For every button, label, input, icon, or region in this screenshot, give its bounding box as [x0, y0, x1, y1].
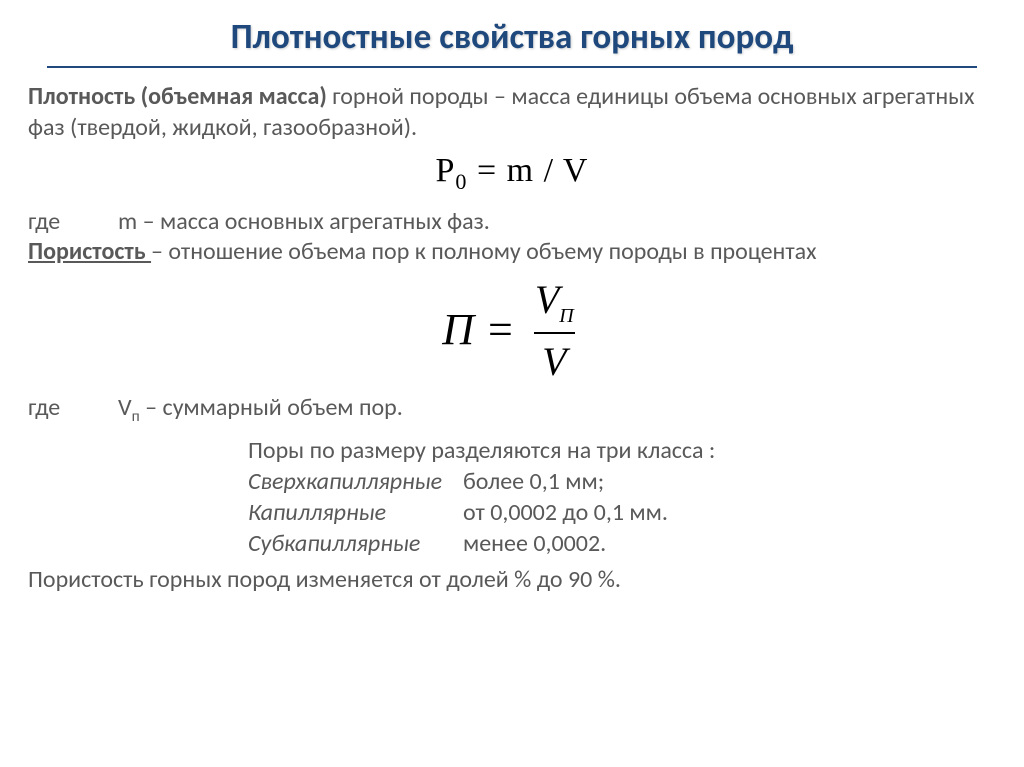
- pore-class-row: Капиллярные от 0,0002 до 0,1 мм.: [248, 498, 996, 529]
- porosity-definition: – отношение объема пор к полному объему …: [151, 237, 816, 266]
- formula2-fraction: VП V: [527, 274, 582, 387]
- where-vp: где Vп – суммарный объем пор.: [28, 393, 996, 427]
- title-underline: [47, 66, 976, 68]
- paragraph-density: Плотность (объемная масса) горной породы…: [28, 82, 996, 143]
- where-label-2: где: [28, 393, 82, 427]
- pore-class-row: Субкапиллярные менее 0,0002.: [248, 529, 996, 560]
- where2-sym-sub: п: [132, 407, 140, 426]
- porosity-term: Пористость: [28, 237, 151, 266]
- pore-classes-intro: Поры по размеру разделяются на три класс…: [248, 436, 996, 467]
- formula2-eq: =: [488, 302, 513, 358]
- paragraph-porosity: Пористость – отношение объема пор к полн…: [28, 237, 996, 268]
- pore-class-row: Сверхкапиллярные более 0,1 мм;: [248, 467, 996, 498]
- pore-class-term: Капиллярные: [248, 498, 463, 529]
- formula-density: Ρ0 = m / V: [28, 149, 996, 196]
- formula1-sub: 0: [455, 169, 467, 194]
- pore-class-value: более 0,1 мм;: [463, 467, 604, 498]
- pore-class-term: Сверхкапиллярные: [248, 467, 463, 498]
- formula2-denominator: V: [534, 332, 574, 387]
- formula2-numerator: VП: [527, 274, 582, 332]
- density-term: Плотность (объемная масса): [28, 82, 327, 111]
- formula-porosity: П = VП V: [28, 274, 996, 387]
- pore-class-term: Субкапиллярные: [248, 529, 463, 560]
- page-title: Плотностные свойства горных пород: [28, 16, 996, 58]
- pore-classes-block: Поры по размеру разделяются на три класс…: [248, 436, 996, 559]
- formula2-num-base: V: [535, 277, 559, 322]
- where-m-text: m – масса основных агрегатных фаз.: [118, 207, 490, 238]
- formula2-num-sub: П: [559, 305, 573, 327]
- pore-class-value: менее 0,0002.: [463, 529, 606, 560]
- formula1-lhs: Ρ: [436, 152, 456, 189]
- formula2-lhs: П: [442, 302, 474, 358]
- where-label-1: где: [28, 207, 82, 238]
- where2-sym-base: V: [118, 393, 132, 422]
- where-vp-text: Vп – суммарный объем пор.: [118, 393, 403, 427]
- where2-rest: – суммарный объем пор.: [140, 393, 403, 422]
- formula1-rhs: = m / V: [467, 152, 588, 189]
- where-m: где m – масса основных агрегатных фаз.: [28, 207, 996, 238]
- body-content: Плотность (объемная масса) горной породы…: [28, 82, 996, 596]
- final-sentence: Пористость горных пород изменяется от до…: [28, 565, 996, 596]
- pore-class-value: от 0,0002 до 0,1 мм.: [463, 498, 668, 529]
